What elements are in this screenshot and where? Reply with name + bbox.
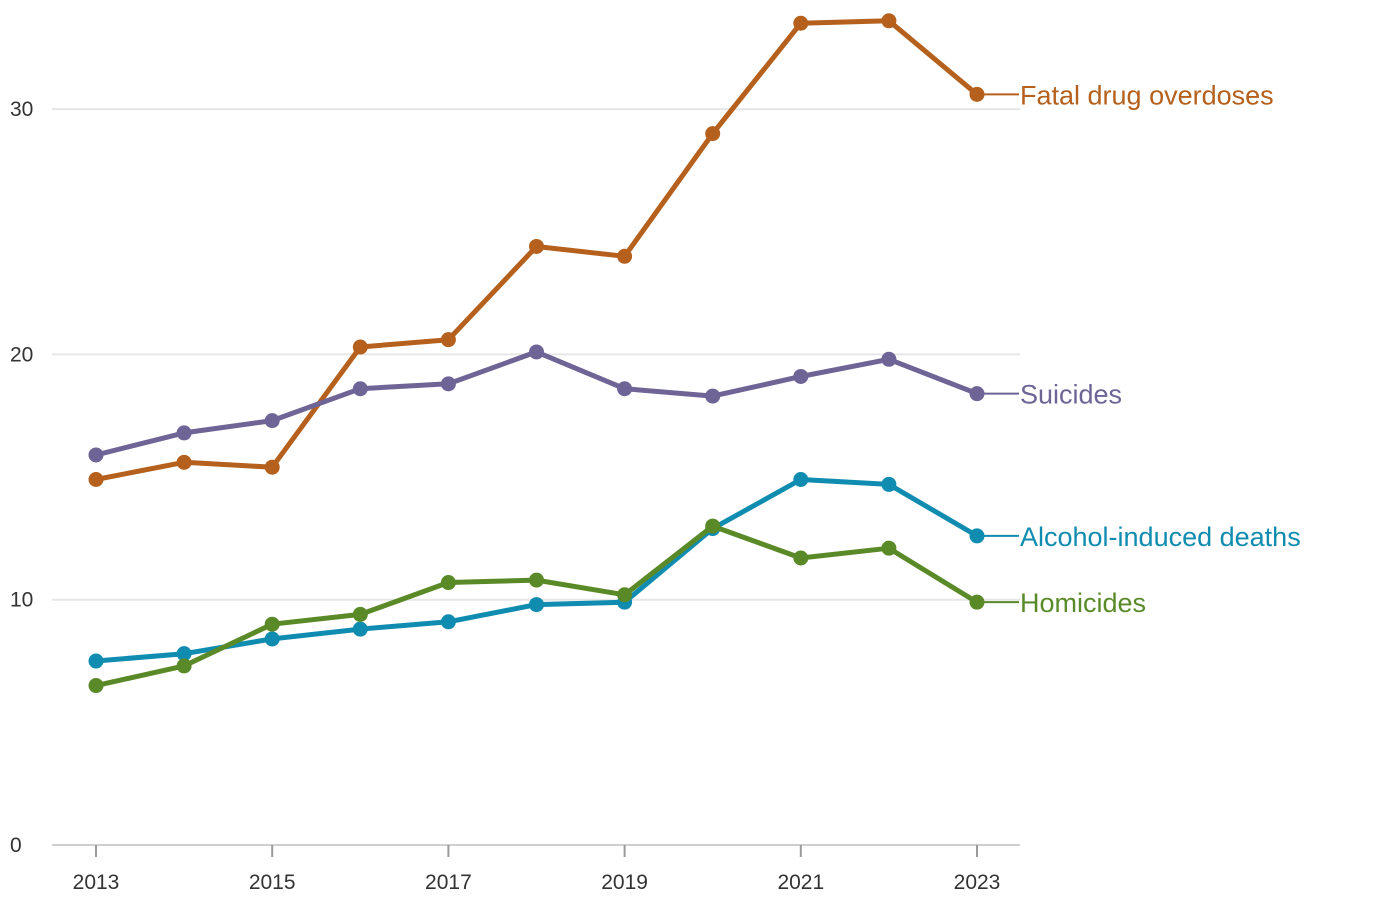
data-point-suicides-2020 [705, 388, 721, 404]
data-point-homicides-2017 [440, 575, 456, 591]
y-tick-label: 20 [10, 343, 33, 366]
data-point-homicides-2022 [881, 540, 897, 556]
data-point-fatal-drug-overdoses-2017 [440, 332, 456, 348]
data-point-alcohol-induced-deaths-2018 [529, 597, 544, 613]
series-label-alcohol-induced-deaths: Alcohol-induced deaths [1020, 522, 1301, 552]
data-point-homicides-2019 [617, 587, 633, 603]
x-tick-label: 2013 [73, 871, 120, 894]
data-point-suicides-2018 [529, 344, 544, 360]
data-point-fatal-drug-overdoses-2022 [881, 13, 897, 29]
data-point-homicides-2014 [176, 658, 192, 674]
x-tick-label: 2019 [601, 871, 648, 894]
series-line-alcohol-induced-deaths [93, 477, 980, 664]
x-tick-label: 2021 [777, 871, 824, 894]
data-point-fatal-drug-overdoses-2016 [352, 339, 368, 355]
y-tick-label: 30 [10, 98, 33, 121]
data-point-fatal-drug-overdoses-2015 [264, 459, 280, 475]
data-point-fatal-drug-overdoses-2018 [529, 238, 544, 254]
data-point-suicides-2015 [264, 413, 280, 429]
data-point-alcohol-induced-deaths-2021 [793, 472, 809, 488]
data-point-alcohol-induced-deaths-2022 [881, 476, 897, 492]
data-point-suicides-2014 [176, 425, 192, 441]
series-line-suicides [93, 349, 980, 458]
data-point-alcohol-induced-deaths-2016 [352, 621, 368, 637]
data-point-alcohol-induced-deaths-2013 [88, 653, 104, 669]
data-point-suicides-2022 [881, 351, 897, 367]
series-label-homicides: Homicides [1020, 588, 1146, 618]
data-point-homicides-2021 [793, 550, 809, 566]
x-tick-label: 2023 [954, 871, 1001, 894]
y-tick-label: 0 [10, 834, 22, 857]
series-label-fatal-drug-overdoses: Fatal drug overdoses [1020, 80, 1274, 110]
data-point-homicides-2020 [705, 518, 721, 534]
data-point-alcohol-induced-deaths-2014 [176, 646, 192, 662]
data-point-fatal-drug-overdoses-2021 [793, 15, 809, 31]
series-lines [88, 13, 985, 694]
data-point-fatal-drug-overdoses-2014 [176, 454, 192, 470]
x-tick-label: 2017 [425, 871, 472, 894]
data-point-fatal-drug-overdoses-2013 [88, 472, 104, 488]
data-point-suicides-2016 [352, 381, 368, 397]
data-point-fatal-drug-overdoses-2019 [617, 248, 633, 264]
data-point-homicides-2015 [264, 616, 280, 632]
x-tick-label: 2015 [249, 871, 296, 894]
series-labels: Fatal drug overdoses Suicides Alcohol-indu… [977, 80, 1301, 618]
y-tick-label: 10 [10, 589, 33, 612]
data-point-homicides-2018 [529, 572, 544, 588]
data-point-suicides-2017 [440, 376, 456, 392]
data-point-homicides-2016 [352, 606, 368, 622]
data-point-fatal-drug-overdoses-2020 [705, 126, 721, 142]
data-point-suicides-2013 [88, 447, 104, 463]
series-label-suicides: Suicides [1020, 380, 1122, 410]
data-point-suicides-2019 [617, 381, 633, 397]
data-point-suicides-2021 [793, 368, 809, 384]
data-point-homicides-2013 [88, 678, 104, 694]
data-point-alcohol-induced-deaths-2015 [264, 631, 280, 647]
data-point-alcohol-induced-deaths-2017 [440, 614, 456, 630]
axes: 0 10 20 30 2013 2015 2017 2019 2021 2023 [10, 98, 1020, 894]
